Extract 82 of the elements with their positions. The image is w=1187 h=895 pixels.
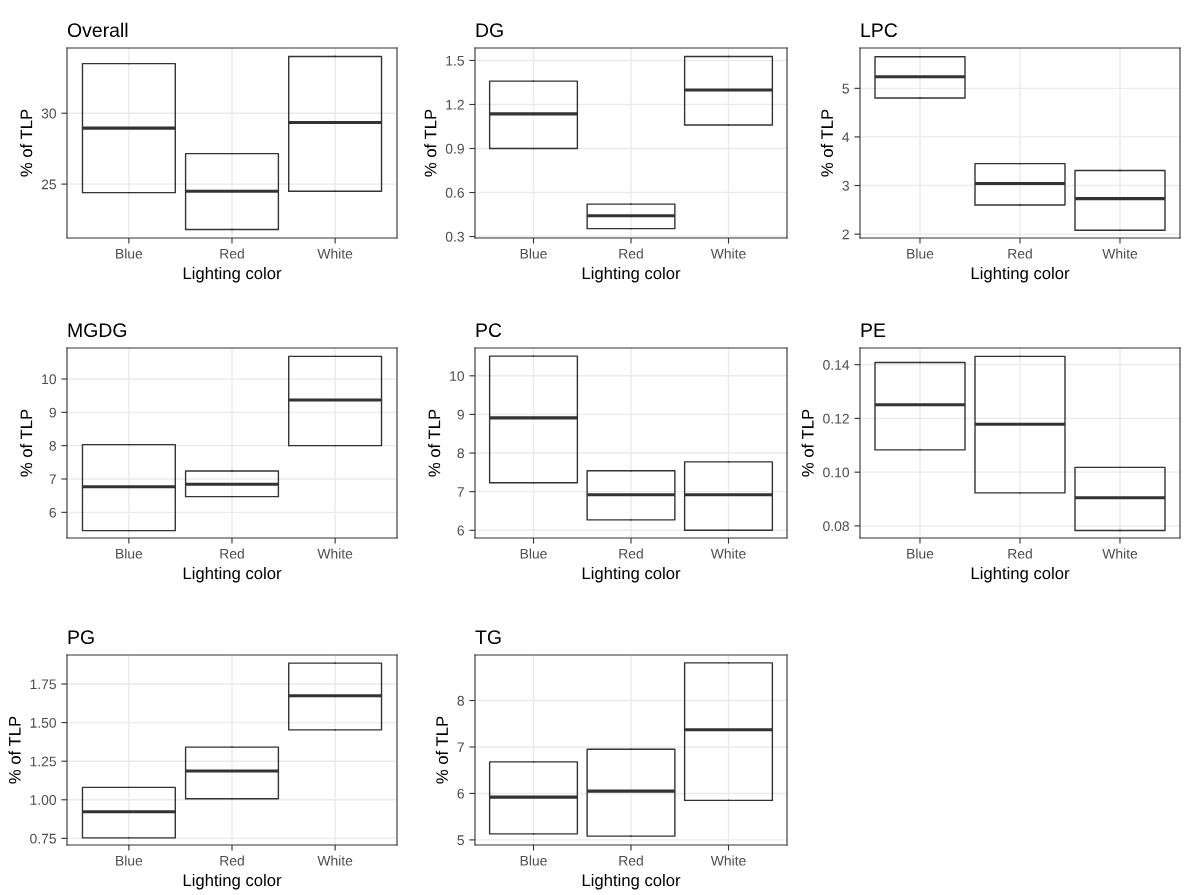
y-axis-title: % of TLP [20, 109, 33, 177]
x-tick-label: White [317, 548, 353, 559]
y-tick-label: 1.50 [30, 717, 57, 728]
x-axis-title: Lighting color [582, 873, 681, 890]
y-tick-label: 0.12 [823, 413, 849, 424]
y-tick-label: 8 [457, 448, 464, 459]
y-tick-label: 0.08 [823, 521, 849, 532]
y-tick-label: 6 [457, 788, 464, 799]
y-axis-title: % of TLP [801, 409, 814, 477]
y-tick-label: 1.5 [446, 55, 464, 66]
x-tick-label: White [1102, 248, 1138, 259]
chart-title: PC [476, 323, 502, 338]
x-tick-label: Blue [116, 855, 143, 866]
y-axis-title: % of TLP [8, 716, 21, 784]
y-tick-label: 7 [457, 487, 464, 497]
x-axis-title: Lighting color [582, 266, 681, 283]
x-axis-title: Lighting color [183, 266, 282, 283]
x-tick-label: Red [1008, 548, 1032, 559]
chart-title: PG [68, 630, 94, 645]
x-axis-title: Lighting color [183, 566, 282, 583]
y-axis-title: % of TLP [820, 109, 834, 177]
x-tick-label: Red [619, 548, 643, 559]
y-tick-label: 3 [842, 180, 849, 191]
y-tick-label: 0.6 [445, 187, 464, 198]
y-tick-label: 0.3 [445, 231, 464, 242]
x-tick-label: Red [1008, 248, 1032, 259]
x-tick-label: Blue [116, 248, 143, 259]
x-tick-label: White [1102, 548, 1138, 559]
y-tick-label: 10 [450, 371, 465, 381]
x-tick-label: White [710, 248, 746, 259]
y-tick-label: 1.75 [30, 679, 56, 690]
y-tick-label: 1.25 [30, 756, 56, 767]
y-tick-label: 5 [842, 83, 849, 94]
x-axis-title: Lighting color [183, 873, 282, 890]
x-tick-label: Red [619, 855, 643, 866]
y-tick-label: 0.14 [823, 360, 850, 370]
x-tick-label: Blue [907, 548, 934, 559]
y-axis-title: % of TLP [435, 716, 449, 784]
x-tick-label: Blue [520, 548, 547, 559]
y-axis-title: % of TLP [20, 409, 33, 477]
chart-title: TG [475, 630, 501, 645]
x-tick-label: Red [220, 548, 244, 559]
x-axis-title: Lighting color [971, 566, 1070, 583]
y-tick-label: 7 [49, 474, 56, 485]
x-tick-label: Blue [520, 855, 547, 866]
x-axis-title: Lighting color [971, 266, 1070, 283]
x-tick-label: White [317, 248, 353, 259]
y-tick-label: 25 [41, 179, 56, 190]
y-axis-title: % of TLP [428, 409, 441, 477]
y-tick-label: 6 [49, 507, 56, 518]
chart-title: MGDG [68, 323, 127, 338]
x-tick-label: Blue [907, 248, 934, 259]
y-tick-label: 8 [49, 441, 56, 451]
x-tick-label: Red [619, 248, 643, 259]
y-tick-label: 1.00 [30, 795, 57, 805]
y-tick-label: 9 [49, 407, 56, 418]
y-tick-label: 30 [41, 108, 57, 119]
y-tick-label: 9 [457, 409, 464, 420]
x-tick-label: Red [220, 855, 244, 866]
y-tick-label: 2 [842, 229, 849, 240]
x-tick-label: Red [220, 248, 244, 259]
x-tick-label: White [710, 548, 746, 559]
chart-title: LPC [861, 23, 898, 38]
chart-title: Overall [67, 22, 128, 38]
y-tick-label: 1.2 [446, 99, 464, 110]
y-tick-label: 0.9 [445, 143, 464, 154]
y-tick-label: 7 [457, 742, 464, 753]
y-tick-label: 4 [842, 132, 850, 142]
x-tick-label: White [317, 855, 353, 866]
y-axis-title: % of TLP [424, 109, 437, 177]
y-tick-label: 10 [42, 374, 57, 385]
x-tick-label: Blue [520, 248, 547, 259]
chart-title: PE [861, 323, 886, 337]
y-tick-label: 8 [457, 695, 464, 706]
y-tick-label: 0.10 [823, 467, 850, 478]
chart-title: DG [476, 23, 503, 38]
x-tick-label: Blue [116, 548, 143, 559]
y-tick-label: 0.75 [30, 833, 56, 844]
x-tick-label: White [710, 855, 746, 866]
y-tick-label: 5 [457, 835, 464, 846]
y-tick-label: 6 [457, 525, 464, 536]
x-axis-title: Lighting color [582, 566, 681, 583]
